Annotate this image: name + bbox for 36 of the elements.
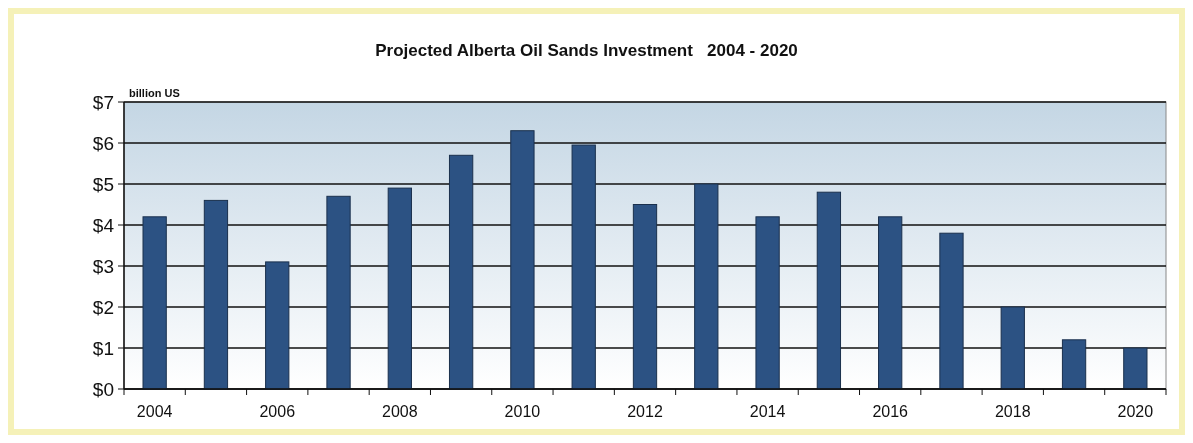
- y-tick-label: $5: [92, 173, 114, 195]
- y-tick-label: $0: [92, 378, 114, 400]
- bar: [1061, 339, 1087, 390]
- bar: [816, 191, 842, 390]
- bar: [1000, 306, 1025, 390]
- bar: [694, 183, 719, 390]
- y-tick-label: $1: [92, 337, 114, 359]
- x-tick-label: 2014: [749, 403, 786, 420]
- bar: [448, 154, 474, 390]
- bar: [571, 144, 596, 390]
- x-tick-label: 2020: [1117, 403, 1154, 420]
- y-tick-label: $2: [92, 296, 114, 318]
- x-tick-label: 2010: [504, 403, 541, 420]
- bar: [326, 195, 351, 390]
- bar: [203, 199, 229, 390]
- x-tick-label: 2006: [259, 403, 296, 420]
- x-tick-label: 2016: [872, 403, 909, 420]
- bar: [878, 216, 903, 390]
- bar: [510, 130, 535, 390]
- x-tick-label: 2018: [994, 403, 1031, 420]
- y-axis-title: billion US: [129, 87, 180, 99]
- bar: [632, 204, 658, 390]
- y-tick-label: $4: [92, 214, 115, 236]
- bar: [939, 232, 964, 390]
- bar: [387, 187, 412, 390]
- x-tick-label: 2004: [136, 403, 173, 420]
- y-tick-label: $6: [92, 132, 114, 154]
- x-tick-label: 2012: [627, 403, 663, 420]
- bar: [265, 261, 290, 390]
- y-tick-label: $7: [92, 91, 114, 113]
- bar: [755, 216, 780, 390]
- bar: [142, 216, 167, 390]
- x-tick-label: 2008: [382, 403, 418, 420]
- y-tick-label: $3: [92, 255, 114, 277]
- chart-title: Projected Alberta Oil Sands Investment 2004 - 2020: [375, 41, 798, 60]
- bar: [1123, 347, 1148, 390]
